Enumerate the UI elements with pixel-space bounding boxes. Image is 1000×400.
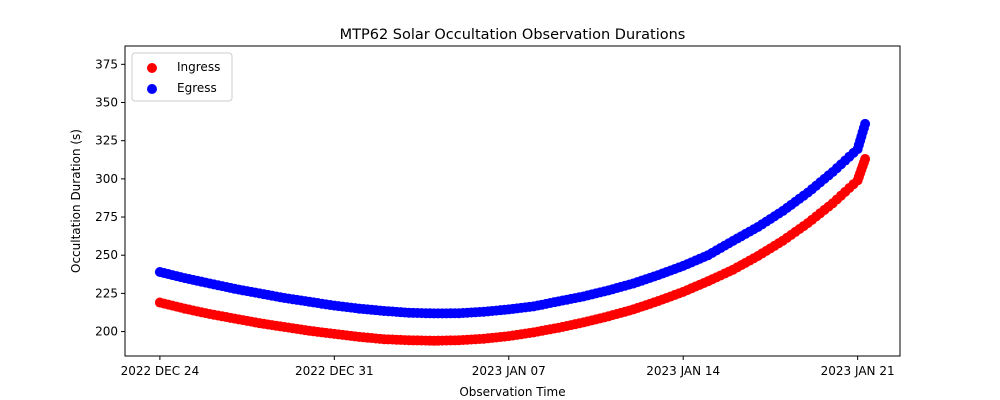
y-tick-label: 375 xyxy=(95,57,118,71)
legend-marker-ingress xyxy=(147,63,157,73)
y-tick-label: 275 xyxy=(95,210,118,224)
x-tick-label: 2023 JAN 07 xyxy=(472,364,546,378)
y-tick-label: 325 xyxy=(95,134,118,148)
legend: Ingress Egress xyxy=(131,52,233,102)
y-tick-label: 200 xyxy=(95,325,118,339)
x-tick-label: 2023 JAN 14 xyxy=(646,364,720,378)
x-tick-label: 2023 JAN 21 xyxy=(821,364,895,378)
legend-marker-egress xyxy=(147,84,157,94)
y-tick-label: 225 xyxy=(95,286,118,300)
legend-label-egress: Egress xyxy=(177,81,217,95)
x-axis: 2022 DEC 24 2022 DEC 31 2023 JAN 07 2023 JA… xyxy=(121,356,895,378)
x-tick-label: 2022 DEC 31 xyxy=(295,364,374,378)
chart-title: MTP62 Solar Occultation Observation Dura… xyxy=(340,27,686,43)
y-axis-label: Occultation Duration (s) xyxy=(69,129,83,273)
y-tick-label: 250 xyxy=(95,248,118,262)
data-point-ingress xyxy=(860,154,871,165)
series-ingress xyxy=(154,154,871,346)
x-tick-label: 2022 DEC 24 xyxy=(121,364,200,378)
axes-frame xyxy=(124,45,901,357)
y-tick-label: 350 xyxy=(95,96,118,110)
y-tick-label: 300 xyxy=(95,172,118,186)
y-axis: 200 225 250 275 300 325 350 375 xyxy=(95,57,125,339)
series-egress xyxy=(154,118,871,319)
legend-label-ingress: Ingress xyxy=(177,60,220,74)
x-axis-label: Observation Time xyxy=(459,385,565,399)
data-point-egress xyxy=(860,118,871,129)
